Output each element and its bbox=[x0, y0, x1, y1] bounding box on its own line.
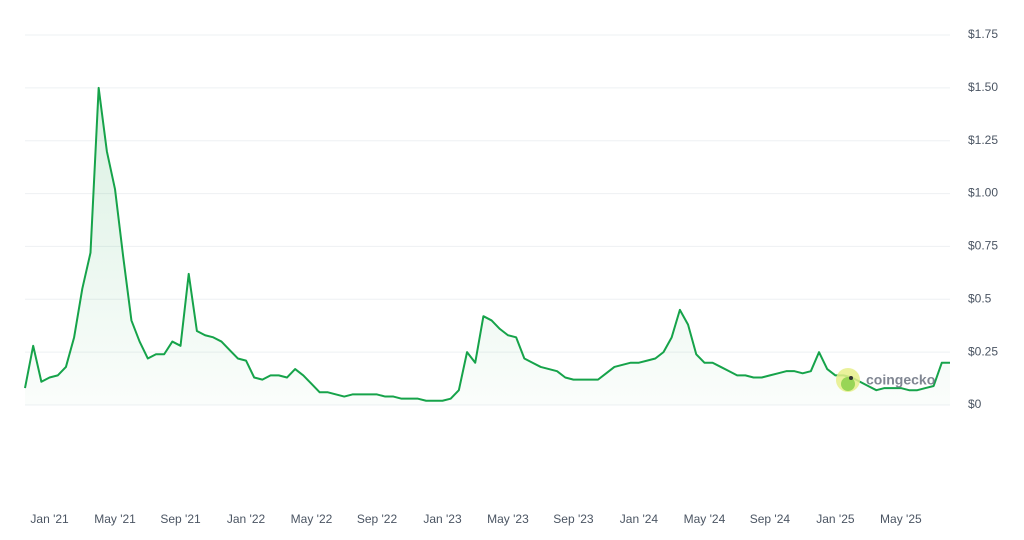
price-line bbox=[24, 86, 950, 402]
price-area bbox=[25, 87, 950, 406]
y-tick-label: $1.25 bbox=[968, 133, 998, 147]
x-tick-label: Sep '21 bbox=[160, 512, 201, 526]
watermark: coingecko bbox=[866, 372, 935, 388]
x-tick-label: Sep '23 bbox=[553, 512, 594, 526]
x-tick-label: May '22 bbox=[291, 512, 333, 526]
x-tick-label: May '25 bbox=[880, 512, 922, 526]
x-tick-label: Jan '23 bbox=[423, 512, 462, 526]
x-tick-label: Jan '24 bbox=[620, 512, 659, 526]
y-tick-label: $0.75 bbox=[968, 239, 998, 253]
y-tick-label: $0 bbox=[968, 397, 982, 411]
x-tick-label: May '21 bbox=[94, 512, 136, 526]
x-tick-label: May '23 bbox=[487, 512, 529, 526]
y-tick-label: $1.75 bbox=[968, 27, 998, 41]
plot bbox=[24, 86, 950, 406]
y-tick-label: $0.25 bbox=[968, 344, 998, 358]
x-tick-label: Sep '24 bbox=[750, 512, 791, 526]
y-tick-label: $0.5 bbox=[968, 291, 992, 305]
x-tick-label: Sep '22 bbox=[357, 512, 398, 526]
y-tick-label: $1.50 bbox=[968, 80, 998, 94]
x-tick-label: Jan '25 bbox=[816, 512, 855, 526]
x-tick-label: May '24 bbox=[684, 512, 726, 526]
x-tick-label: Jan '22 bbox=[227, 512, 266, 526]
watermark-logo bbox=[836, 368, 860, 392]
y-tick-label: $1.00 bbox=[968, 186, 998, 200]
labels: $0 $0.25 $0.5 $0.75 $1.00 $1.25 $1.50 $1.75 Jan … bbox=[30, 27, 998, 526]
x-tick-label: Jan '21 bbox=[30, 512, 69, 526]
